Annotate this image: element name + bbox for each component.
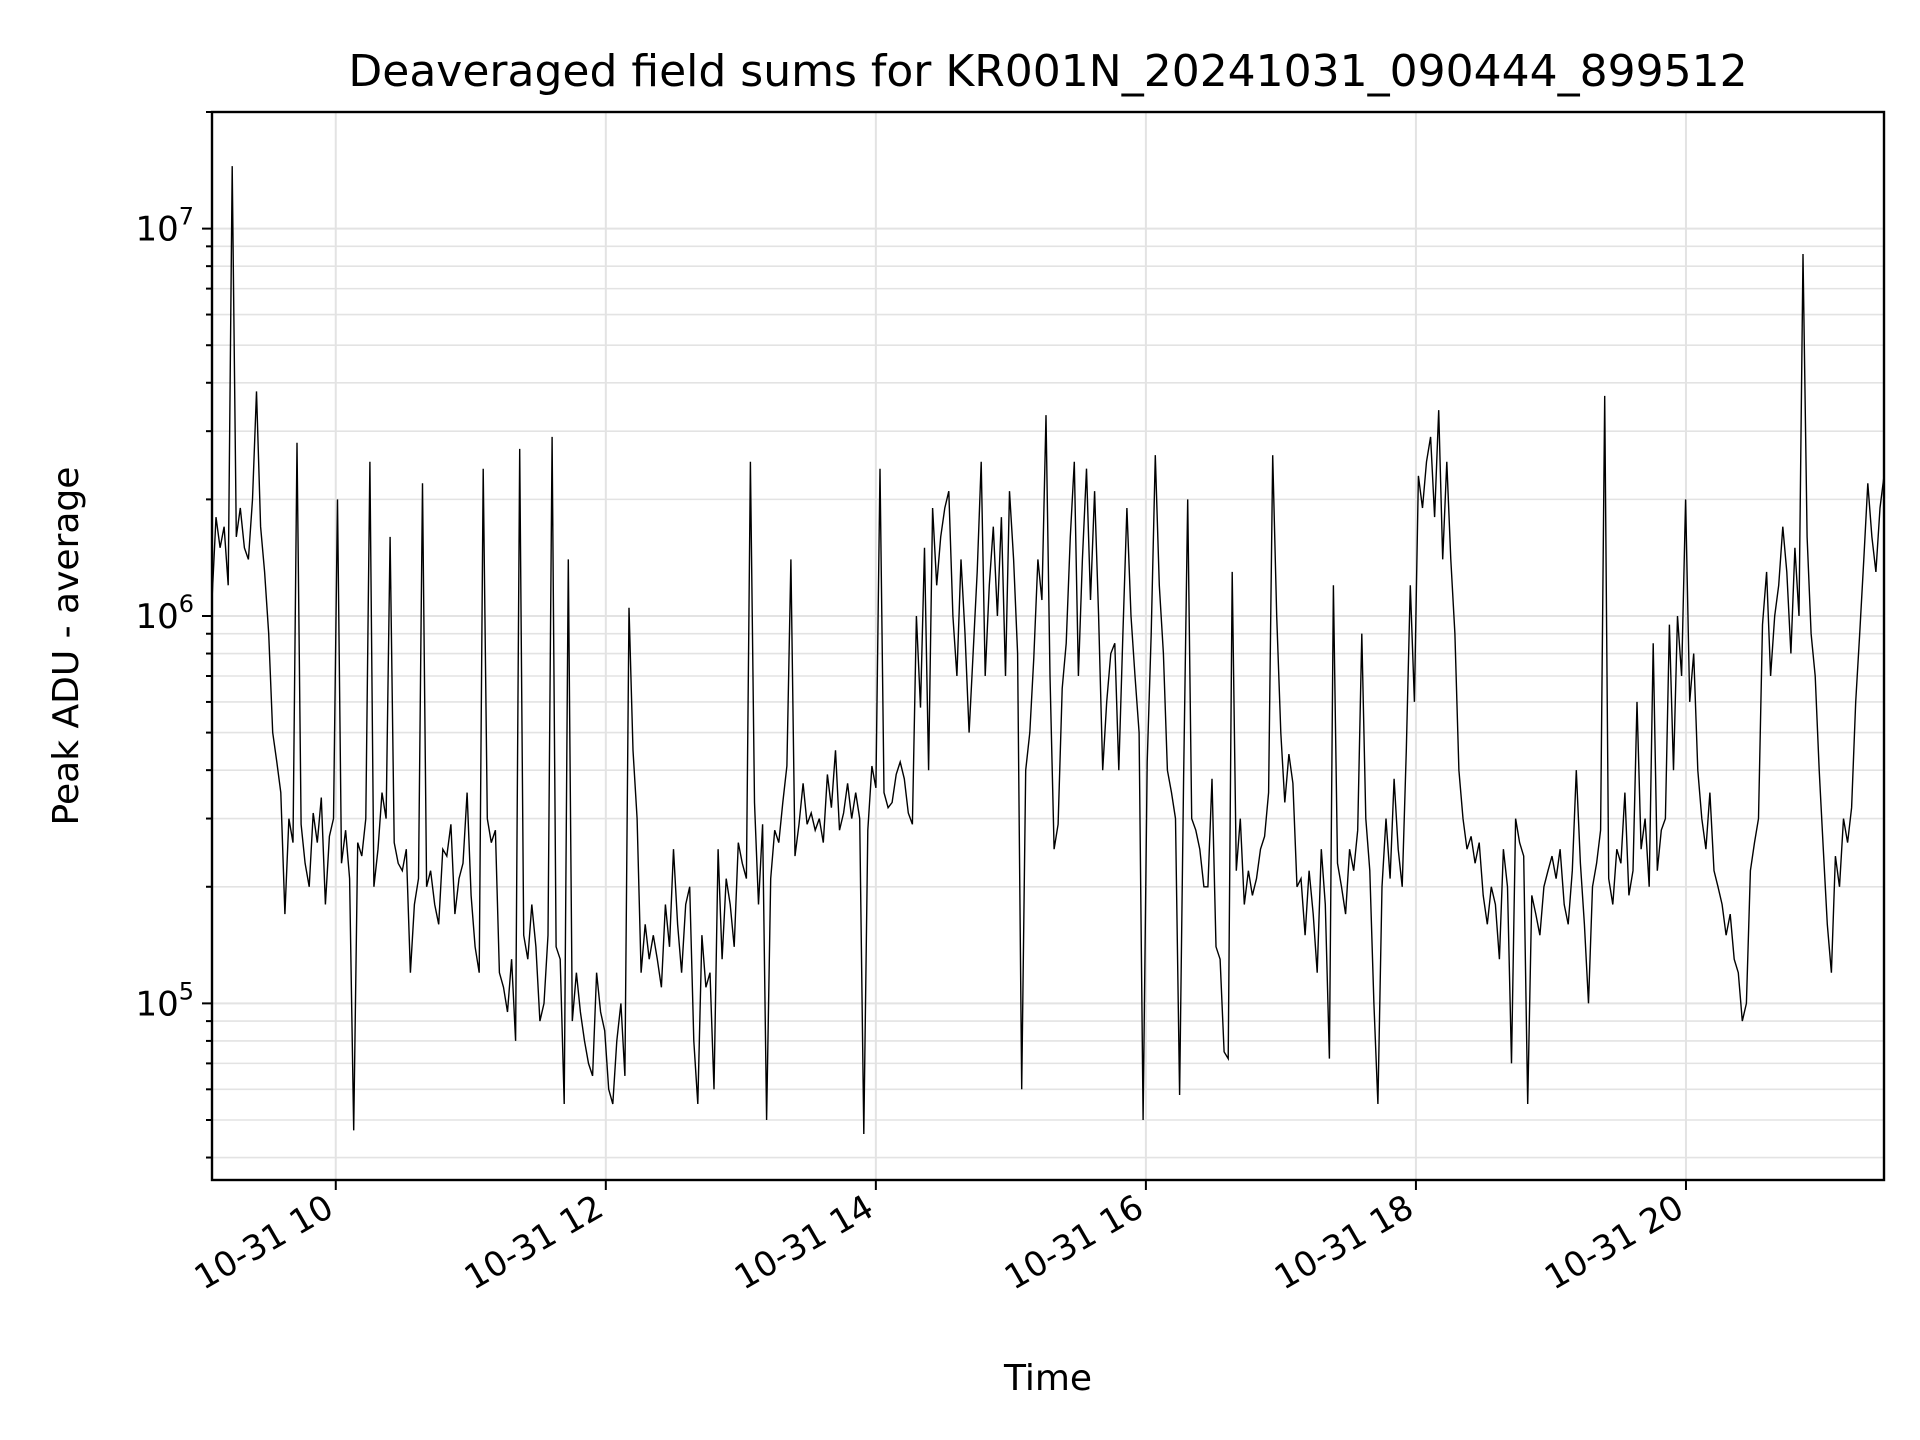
chart-title: Deaveraged field sums for KR001N_2024103… [348,46,1747,97]
y-tick-label: 106 [135,590,194,637]
y-tick-label: 107 [135,203,194,250]
data-series-line [211,166,1885,1135]
plot-frame [210,110,1886,1182]
y-axis-label: Peak ADU - average [46,467,87,826]
grid [212,111,1884,1180]
series-layer [211,166,1885,1135]
x-axis-label: Time [1003,1358,1092,1399]
y-tick-label: 105 [135,977,194,1024]
